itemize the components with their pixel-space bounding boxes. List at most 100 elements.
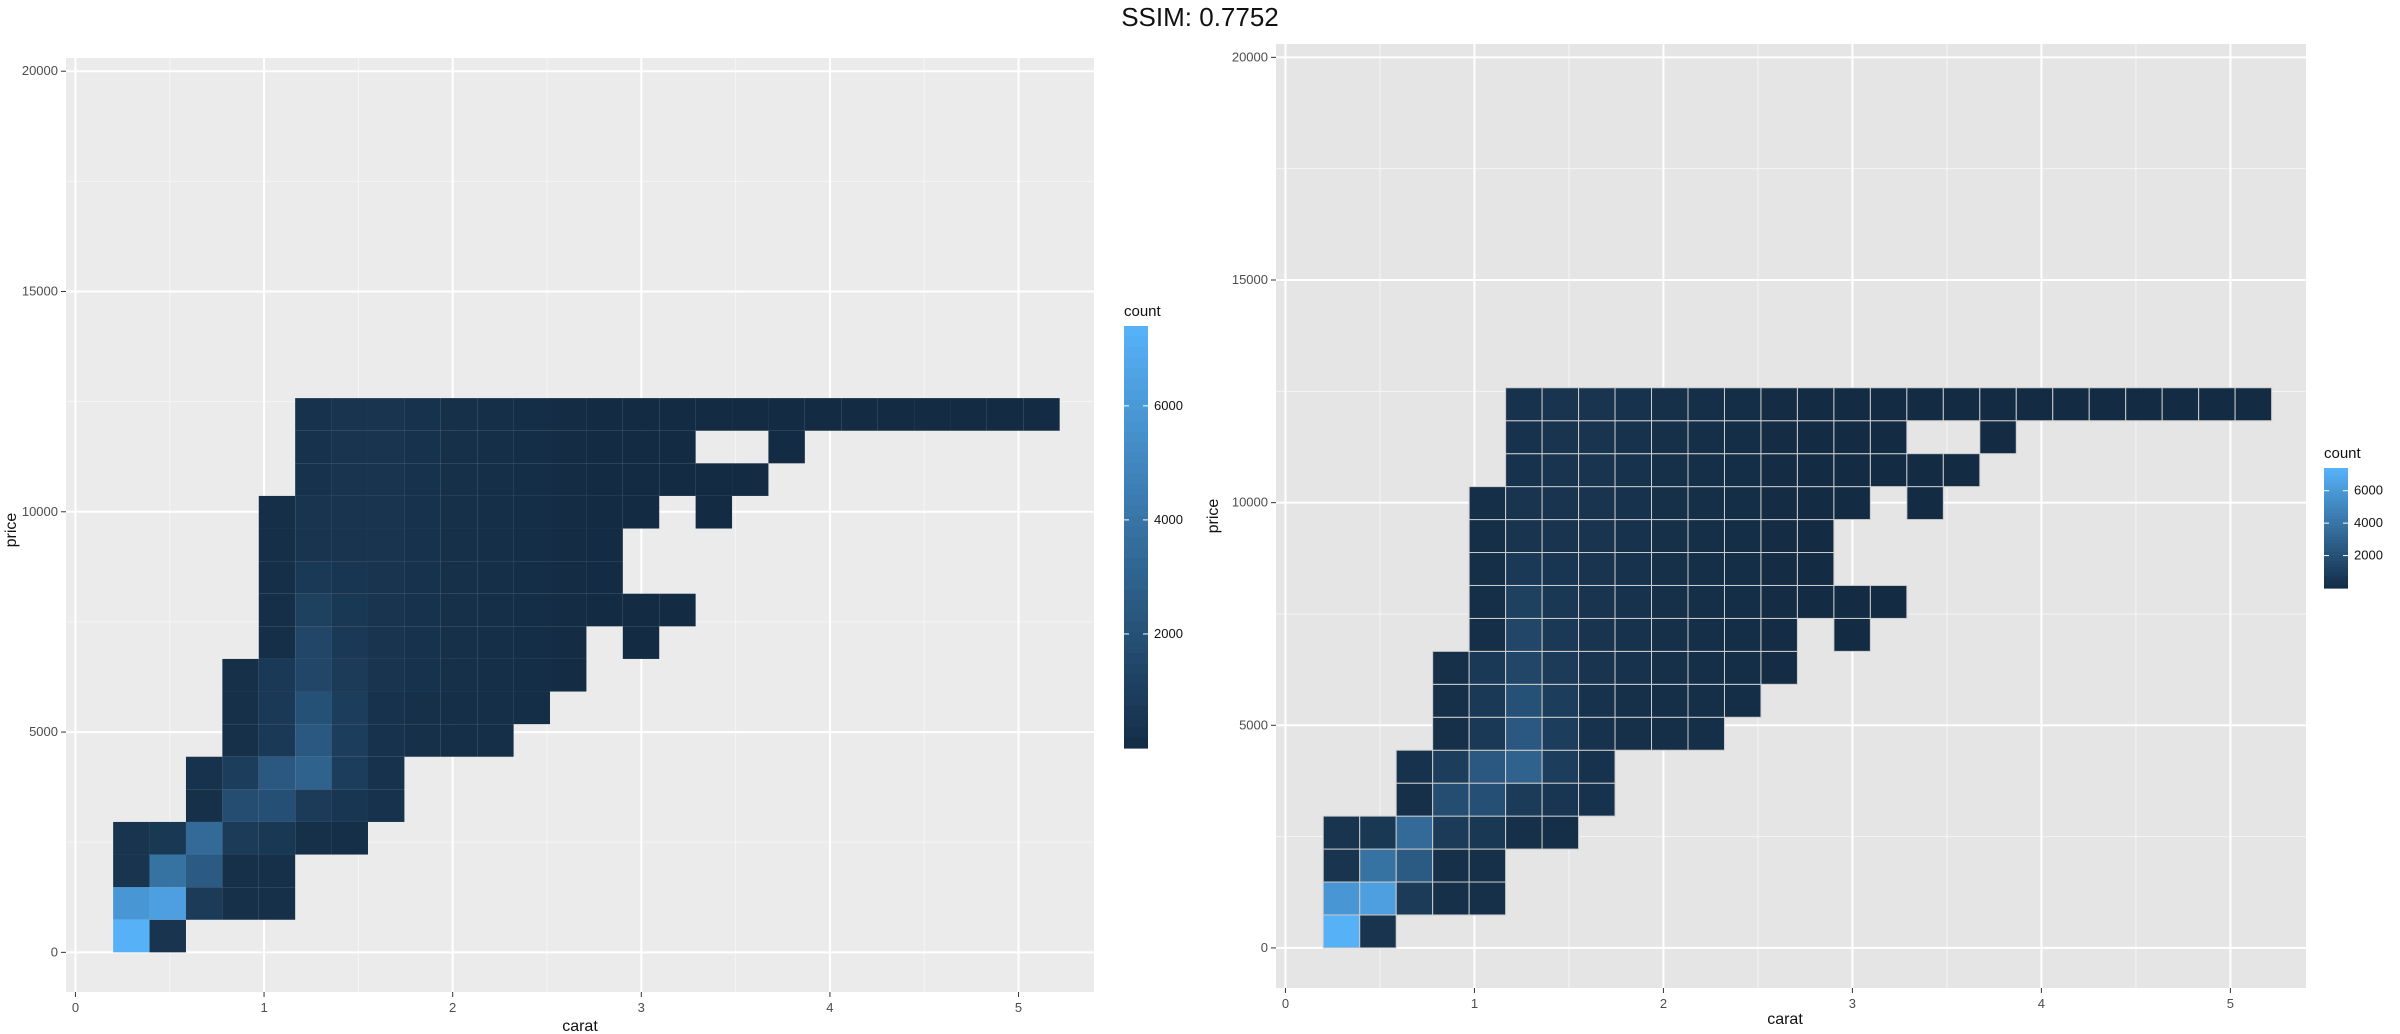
legend-colorbar-segment (2324, 537, 2348, 541)
heatmap-cell (1833, 486, 1871, 521)
heatmap-cell (404, 626, 441, 659)
heatmap-cell (477, 495, 514, 529)
heatmap-cell (1359, 815, 1397, 850)
heatmap-cell (695, 463, 733, 496)
heatmap-cell (1468, 683, 1507, 718)
heatmap-cell (1541, 519, 1580, 554)
y-tick-label: 20000 (1232, 49, 1268, 64)
heatmap-cell (1651, 486, 1689, 521)
legend-colorbar-segment (2324, 468, 2348, 472)
x-tick-label: 0 (72, 1000, 79, 1015)
heatmap-cell (550, 398, 587, 431)
y-tick-label: 0 (1261, 940, 1268, 955)
legend-colorbar-segment (1124, 526, 1148, 538)
y-tick-label: 15000 (1232, 272, 1268, 287)
heatmap-cell (185, 756, 223, 790)
heatmap-cell (1578, 519, 1616, 554)
legend-colorbar-segment (2324, 564, 2348, 568)
heatmap-cell (367, 789, 405, 822)
heatmap-cell (367, 593, 405, 627)
heatmap-cell (1942, 453, 1981, 488)
heatmap-cell (404, 724, 441, 757)
heatmap-cell (404, 658, 441, 692)
heatmap-cell (841, 398, 878, 431)
x-tick-label: 5 (1015, 1000, 1022, 1015)
heatmap-cell (1505, 782, 1543, 817)
y-tick-label: 10000 (22, 504, 58, 519)
legend-colorbar-segment (2324, 534, 2348, 538)
heatmap-cell (367, 398, 405, 431)
legend-colorbar-segment (1124, 653, 1148, 665)
heatmap-cell (477, 626, 514, 659)
legend-colorbar-segment (2324, 522, 2348, 526)
heatmap-cell (1395, 881, 1434, 916)
legend-colorbar-segment (2324, 576, 2348, 580)
heatmap-cell (513, 430, 551, 464)
heatmap-cell (1942, 387, 1981, 422)
heatmap-cell (586, 528, 623, 562)
heatmap-cell (1760, 486, 1798, 521)
heatmap-cell (1023, 398, 1060, 431)
heatmap-cell (440, 593, 478, 627)
heatmap-cell (1468, 617, 1507, 652)
legend-colorbar-segment (2324, 567, 2348, 571)
heatmap-cell (440, 430, 478, 464)
axes-left: 0 1 2 3 4 5 0 5000 10000 15000 20000 (22, 63, 1022, 1015)
heatmap-cell (331, 789, 368, 822)
heatmap-cell (1505, 552, 1543, 586)
heatmap-cell (1578, 552, 1616, 586)
heatmap-cell (367, 756, 405, 790)
heatmap-cell (622, 430, 660, 464)
legend-colorbar-segment (1124, 642, 1148, 654)
legend-colorbar-segment (1124, 494, 1148, 506)
heatmap-cell (550, 561, 587, 594)
heatmap-cell (1760, 453, 1798, 488)
legend-colorbar-segment (2324, 513, 2348, 517)
heatmap-cell (622, 495, 660, 529)
heatmap-cell (1687, 453, 1725, 488)
legend-colorbar-segment (2324, 519, 2348, 523)
heatmap-cell (331, 593, 368, 627)
legend-colorbar-segment (2324, 495, 2348, 499)
legend-colorbar-segment (2324, 579, 2348, 583)
heatmap-cell (1578, 683, 1616, 718)
heatmap-cell (440, 561, 478, 594)
heatmap-cell (331, 821, 368, 855)
heatmap-cell (295, 398, 332, 431)
legend-colorbar-segment (1124, 410, 1148, 422)
heatmap-cell (1395, 782, 1434, 817)
heatmap-cell (1979, 420, 2017, 455)
heatmap-cell (1833, 617, 1871, 652)
x-tick-label: 4 (826, 1000, 833, 1015)
heatmap-cell (258, 528, 296, 562)
legend-colorbar-segment (2324, 585, 2348, 589)
heatmap-cell (1796, 584, 1835, 619)
heatmap-cell (1760, 387, 1798, 422)
heatmap-cell (1614, 486, 1653, 521)
heatmap-cell (222, 724, 259, 757)
legend-colorbar-segment (2324, 483, 2348, 487)
heatmap-cell (440, 398, 478, 431)
heatmap-cell (404, 528, 441, 562)
legend-colorbar-segment (2324, 555, 2348, 559)
heatmap-cell (1541, 749, 1580, 784)
legend-tick-label: 4000 (2354, 515, 2383, 530)
heatmap-cell (1395, 848, 1434, 883)
heatmap-cell (1432, 848, 1470, 883)
heatmap-cell (477, 691, 514, 725)
x-tick-label: 1 (1471, 996, 1478, 1011)
heatmap-cell (1505, 453, 1543, 488)
heatmap-cell (258, 561, 296, 594)
chart-left: 0 1 2 3 4 5 0 5000 10000 15000 20000 carat price c… (3, 58, 1183, 1034)
legend-colorbar-segment (2324, 498, 2348, 502)
legend-colorbar-segment (1124, 452, 1148, 464)
chart-right: 0 1 2 3 4 5 0 5000 10000 15000 20000 carat price c… (1205, 44, 2383, 1028)
legend-colorbar-segment (2324, 549, 2348, 553)
legend-colorbar-segment (1124, 631, 1148, 644)
heatmap-cell (1869, 387, 1908, 422)
heatmap-cell (113, 821, 150, 855)
heatmap-cell (586, 463, 623, 496)
heatmap-cell (2088, 387, 2127, 422)
heatmap-cell (440, 528, 478, 562)
heatmap-cell (1468, 716, 1507, 751)
